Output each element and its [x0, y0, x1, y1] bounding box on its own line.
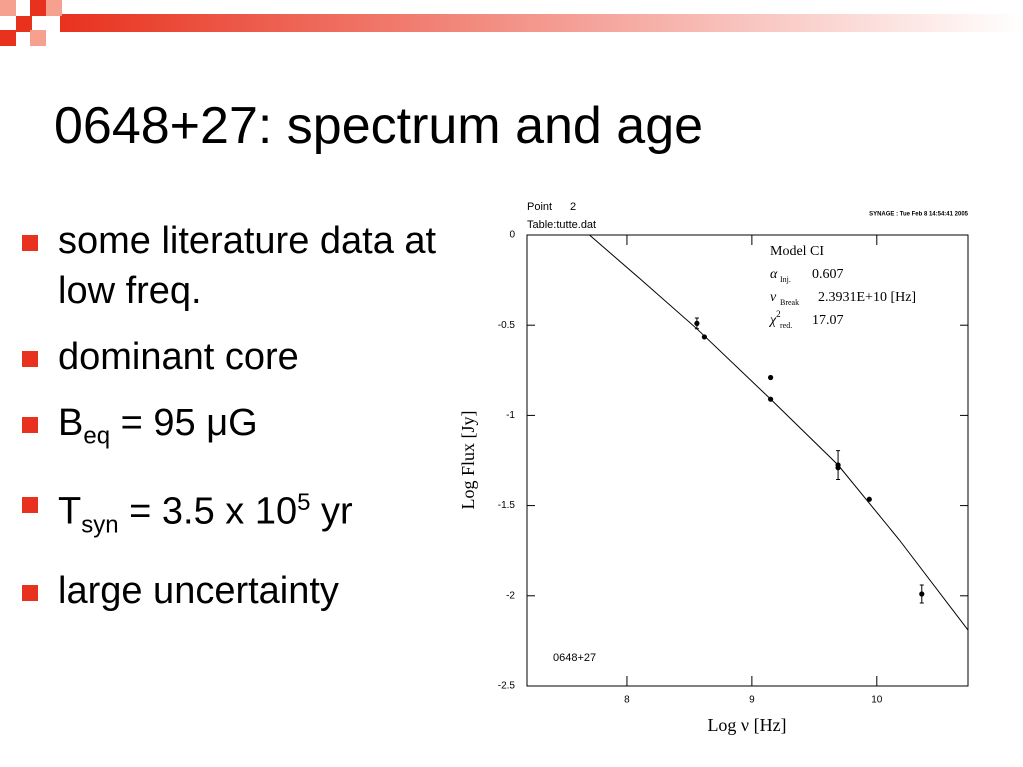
- square: [46, 0, 62, 16]
- point-label: Point: [527, 201, 552, 213]
- subscript: eq: [83, 422, 111, 450]
- model-param: ν Break: [770, 290, 799, 307]
- data-point: [866, 496, 872, 502]
- superscript: 5: [297, 488, 311, 516]
- model-param: α Inj.: [770, 267, 791, 284]
- param-value: 2.3931E+10 [Hz]: [818, 290, 916, 305]
- param-symbol: α: [770, 267, 778, 282]
- bullet-text: yr: [321, 490, 353, 533]
- decoration: [0, 0, 1023, 46]
- bullet: Beq = 95 μG: [20, 398, 470, 462]
- data-point: [768, 396, 774, 402]
- bullet-text: = 95 μG: [120, 402, 258, 444]
- model-title: Model CI: [770, 244, 824, 259]
- point-number: 2: [570, 201, 576, 213]
- model-param: χ2 red.: [768, 309, 792, 330]
- square: [30, 30, 46, 46]
- bullet: Tsyn = 3.5 x 105 yr: [20, 478, 470, 550]
- data-point: [835, 465, 841, 471]
- bullet-text: dominant core: [58, 336, 299, 378]
- y-tick-label: -2.5: [498, 681, 516, 692]
- subscript: syn: [81, 510, 119, 538]
- param-symbol: ν: [770, 290, 777, 305]
- param-sub: Break: [780, 298, 799, 307]
- x-tick-label: 8: [624, 695, 630, 706]
- bullet-text: B: [58, 402, 84, 444]
- data-point: [694, 320, 700, 326]
- bullet: dominant core: [20, 332, 470, 382]
- param-value: 17.07: [812, 313, 844, 328]
- plot-frame: [526, 234, 969, 687]
- table-label: Table:tutte.dat: [527, 219, 596, 231]
- bullet-text: large uncertainty: [58, 569, 339, 612]
- bullet-text: = 3.5 x 10: [129, 490, 298, 533]
- y-tick-label: -1.5: [498, 500, 516, 511]
- plot-label: 0648+27: [553, 652, 596, 664]
- square: [0, 30, 16, 46]
- square: [0, 0, 16, 16]
- y-tick-label: -2: [506, 590, 515, 601]
- bullet: some literature data at low freq.: [20, 216, 470, 316]
- y-axis-label: Log Flux [Jy]: [458, 411, 478, 510]
- y-tick-label: -0.5: [498, 320, 516, 331]
- param-sub: red.: [780, 321, 792, 330]
- param-symbol: χ: [768, 313, 777, 328]
- stamp: SYNAGE : Tue Feb 8 14:54:41 2005: [869, 212, 969, 218]
- param-sup: 2: [776, 309, 781, 319]
- param-sub: Inj.: [780, 275, 791, 284]
- data-point: [701, 334, 707, 340]
- bullet-list: some literature data at low freq. domina…: [20, 216, 470, 632]
- top-bar: [60, 14, 1023, 32]
- y-tick-label: 0: [509, 230, 515, 241]
- x-tick-label: 10: [871, 695, 883, 706]
- data-point: [919, 591, 925, 597]
- square: [16, 16, 32, 32]
- param-value: 0.607: [812, 267, 844, 282]
- bullet: large uncertainty: [20, 566, 470, 616]
- x-tick-label: 9: [749, 695, 755, 706]
- square: [30, 0, 46, 16]
- y-tick-label: -1: [506, 410, 515, 421]
- data-point: [768, 374, 774, 381]
- bullet-text: T: [58, 490, 82, 533]
- slide-title: 0648+27: spectrum and age: [54, 97, 704, 155]
- x-axis-label: Log ν [Hz]: [707, 715, 786, 735]
- bullet-text: some literature data at low freq.: [58, 220, 437, 312]
